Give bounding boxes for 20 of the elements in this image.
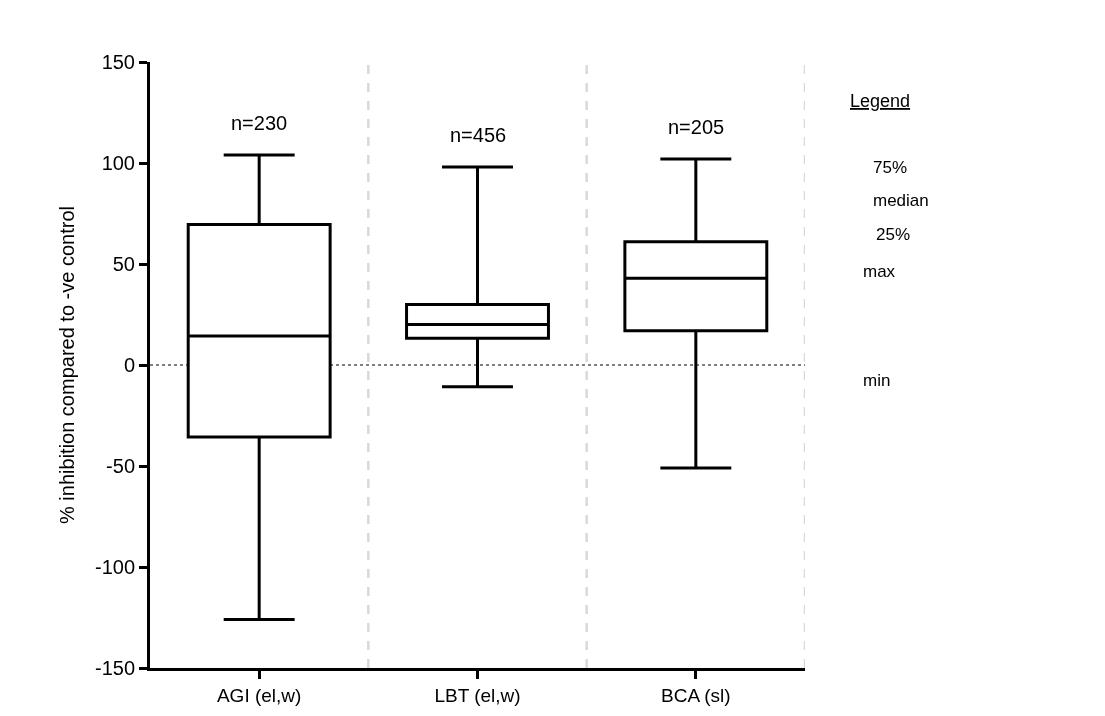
annotation: n=230 (231, 112, 288, 134)
y-tick-label: -150 (94, 657, 135, 679)
y-tick-label: 50 (112, 253, 135, 275)
y-tick-label: -50 (106, 455, 135, 477)
x-tick-label: LBT (el,w) (434, 684, 521, 706)
y-tick-label: 150 (101, 51, 135, 73)
y-axis-title: % inhibition compared to -ve control (56, 206, 79, 524)
text: max (863, 262, 896, 281)
y-tick-label: -100 (94, 556, 135, 578)
text: Legend (850, 91, 911, 111)
y-tick-label: 100 (101, 152, 135, 174)
text: 75% (873, 158, 908, 177)
text: min (863, 371, 891, 390)
x-tick-label: BCA (sl) (660, 684, 731, 706)
x-tick-label: AGI (el,w) (216, 684, 302, 706)
text: 25% (876, 225, 911, 244)
annotation: n=456 (450, 124, 507, 146)
annotation: n=205 (668, 116, 725, 138)
y-tick-label: 0 (123, 354, 135, 376)
text: median (873, 191, 929, 210)
